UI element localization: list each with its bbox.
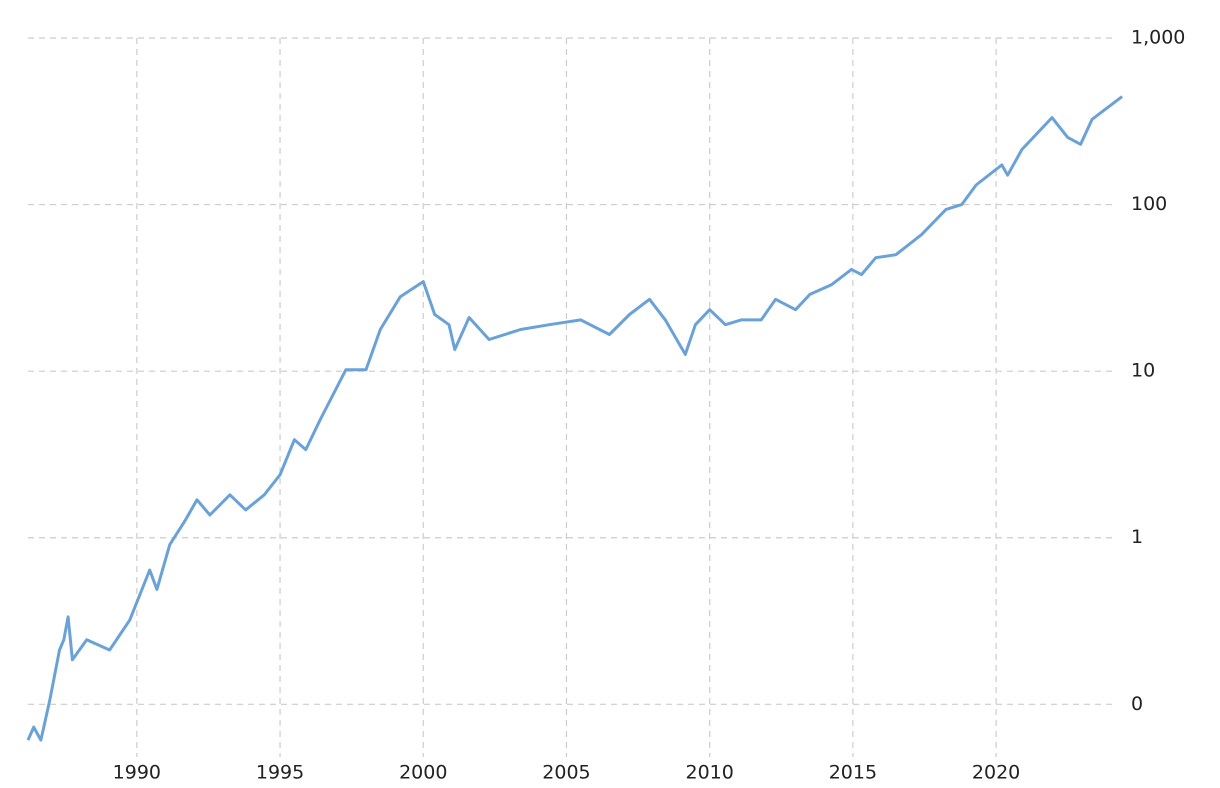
x-tick-label: 2000 bbox=[399, 762, 447, 784]
y-tick-label: 100 bbox=[1131, 193, 1167, 215]
x-tick-label: 2005 bbox=[542, 762, 590, 784]
y-tick-label: 0 bbox=[1131, 693, 1143, 715]
x-tick-label: 1990 bbox=[113, 762, 161, 784]
x-tick-label: 2020 bbox=[972, 762, 1020, 784]
y-tick-label: 1 bbox=[1131, 526, 1143, 548]
y-tick-label: 10 bbox=[1131, 360, 1155, 382]
x-tick-label: 2015 bbox=[829, 762, 877, 784]
x-tick-label: 2010 bbox=[686, 762, 734, 784]
x-tick-label: 1995 bbox=[256, 762, 304, 784]
y-tick-label: 1,000 bbox=[1131, 27, 1185, 49]
price-line bbox=[26, 95, 1124, 742]
